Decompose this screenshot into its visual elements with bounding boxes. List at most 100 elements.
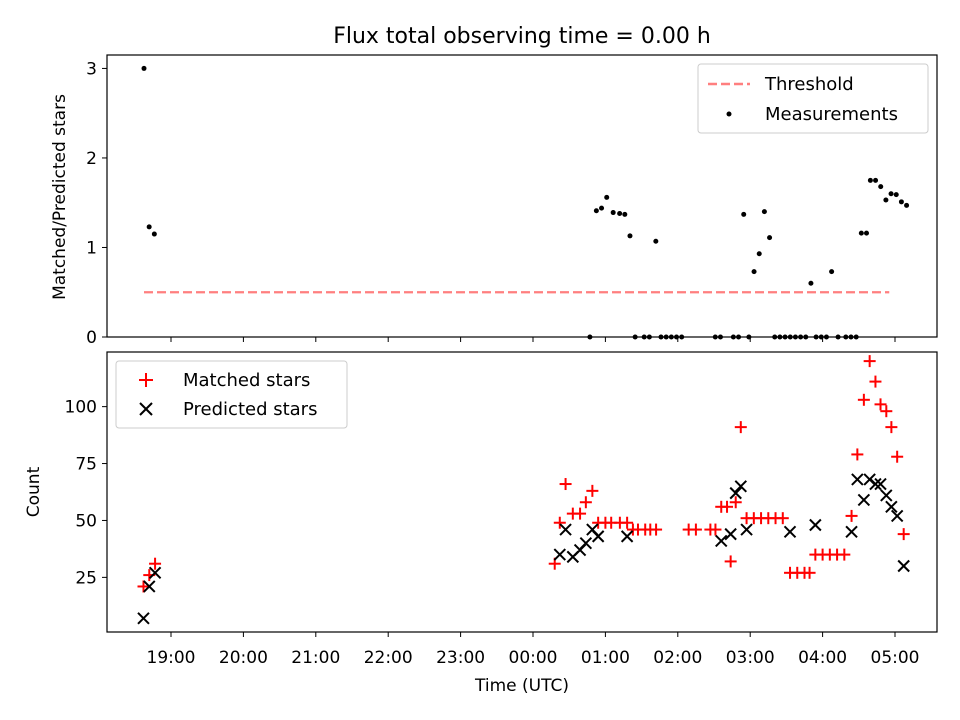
matched-point-34 — [776, 512, 789, 525]
measurement-point-6 — [604, 194, 610, 200]
predicted-point-22 — [869, 477, 882, 491]
measurement-point-7 — [610, 210, 616, 216]
predicted-point-25 — [885, 500, 898, 514]
matched-point-23 — [709, 523, 722, 536]
top-legend-box — [697, 63, 929, 134]
top-y-tick-label-3: 3 — [86, 59, 97, 79]
bottom-x-tick-label-0: 19:00 — [147, 648, 196, 668]
matched-point-27 — [729, 496, 742, 509]
bottom-legend-box — [115, 360, 348, 429]
measurement-point-10 — [627, 233, 633, 239]
legend-measurements-swatch — [726, 111, 732, 117]
matched-point-51 — [885, 421, 898, 434]
predicted-point-19 — [851, 473, 864, 486]
matched-point-47 — [863, 355, 876, 368]
predicted-point-24 — [880, 489, 893, 502]
predicted-point-16 — [783, 525, 797, 539]
predicted-point-2 — [148, 566, 162, 580]
predicted-point-13 — [729, 486, 742, 500]
matched-point-44 — [845, 509, 858, 522]
matched-point-38 — [803, 566, 816, 579]
matched-point-28 — [734, 421, 747, 434]
measurement-point-37 — [808, 280, 814, 286]
bottom-x-tick-label-3: 22:00 — [364, 648, 413, 668]
matched-point-48 — [869, 375, 882, 388]
predicted-point-7 — [579, 537, 593, 550]
predicted-point-18 — [845, 525, 858, 539]
bottom-y-tick-label-3: 100 — [65, 398, 97, 418]
top-panel: Matched/Predicted stars 0 1 2 3 Threshold M… — [50, 54, 938, 348]
top-y-axis-label: Matched/Predicted stars — [50, 94, 70, 300]
bottom-x-tick-label-2: 21:00 — [291, 648, 340, 668]
matched-stars-series — [137, 355, 910, 593]
bottom-y-axis-label: Count — [24, 466, 44, 517]
top-plot-frame — [106, 54, 938, 338]
bottom-x-tick-label-8: 03:00 — [726, 648, 775, 668]
bottom-x-tick-label-4: 23:00 — [436, 648, 485, 668]
predicted-point-11 — [715, 534, 728, 548]
predicted-point-23 — [874, 477, 887, 491]
predicted-point-27 — [897, 559, 910, 573]
predicted-point-26 — [890, 509, 904, 523]
matched-point-7 — [574, 507, 587, 520]
matched-point-49 — [874, 398, 887, 411]
bottom-panel: Count Time (UTC) 25 50 75 100 19:00 20:00 21:… — [24, 351, 938, 696]
measurement-point-26 — [751, 269, 757, 275]
measurement-point-24 — [741, 211, 747, 217]
bottom-x-tick-label-7: 02:00 — [653, 648, 702, 668]
matched-point-45 — [851, 448, 864, 461]
predicted-point-17 — [809, 518, 822, 532]
measurement-point-9 — [622, 211, 628, 217]
predicted-point-3 — [553, 548, 566, 561]
matched-point-25 — [721, 500, 734, 513]
matched-point-9 — [586, 484, 599, 497]
matched-point-2 — [149, 557, 162, 570]
measurement-point-29 — [767, 235, 773, 241]
legend-matched-label: Matched stars — [183, 370, 310, 391]
bottom-y-tick-label-1: 50 — [75, 511, 97, 531]
x-axis-label: Time (UTC) — [474, 676, 569, 696]
measurement-point-14 — [653, 238, 659, 244]
measurement-point-4 — [593, 208, 599, 214]
legend-predicted-swatch — [139, 402, 153, 416]
measurement-point-46 — [858, 230, 864, 236]
matched-point-5 — [559, 478, 572, 491]
predicted-point-0 — [137, 612, 150, 625]
bottom-plot-frame — [106, 351, 938, 633]
matched-point-46 — [857, 393, 870, 406]
legend-matched-swatch — [139, 373, 153, 387]
top-y-tick-label-2: 2 — [86, 149, 97, 169]
measurement-point-55 — [904, 202, 910, 208]
measurement-point-48 — [867, 177, 873, 183]
bottom-y-axis: 25 50 75 100 — [65, 398, 107, 588]
top-y-tick-label-0: 0 — [86, 328, 97, 348]
predicted-point-15 — [740, 523, 753, 536]
matched-point-52 — [891, 450, 904, 463]
measurement-point-51 — [883, 197, 889, 203]
matched-point-19 — [650, 523, 663, 536]
measurement-point-28 — [761, 209, 767, 215]
measurement-point-53 — [893, 192, 899, 198]
bottom-x-tick-label-1: 20:00 — [219, 648, 268, 668]
bottom-x-tick-label-9: 04:00 — [798, 648, 847, 668]
matched-point-14 — [621, 516, 634, 529]
matched-point-53 — [897, 528, 910, 541]
measurement-point-52 — [888, 191, 894, 197]
measurement-point-27 — [756, 251, 762, 257]
measurement-point-54 — [898, 199, 904, 205]
legend-predicted-label: Predicted stars — [183, 399, 317, 420]
measurement-point-0 — [141, 65, 147, 71]
matched-point-21 — [689, 523, 702, 536]
predicted-point-10 — [620, 530, 634, 543]
top-y-axis: 0 1 2 3 — [86, 59, 107, 348]
legend-measurements-label: Measurements — [765, 104, 898, 125]
bottom-x-tick-label-5: 00:00 — [509, 648, 558, 668]
matched-point-26 — [724, 555, 737, 568]
top-y-tick-label-1: 1 — [86, 238, 97, 258]
predicted-point-1 — [143, 580, 156, 593]
predicted-point-9 — [591, 530, 605, 543]
legend-threshold-label: Threshold — [764, 74, 854, 95]
measurement-point-2 — [151, 231, 157, 237]
predicted-point-12 — [724, 527, 737, 541]
predicted-stars-series — [137, 473, 910, 625]
